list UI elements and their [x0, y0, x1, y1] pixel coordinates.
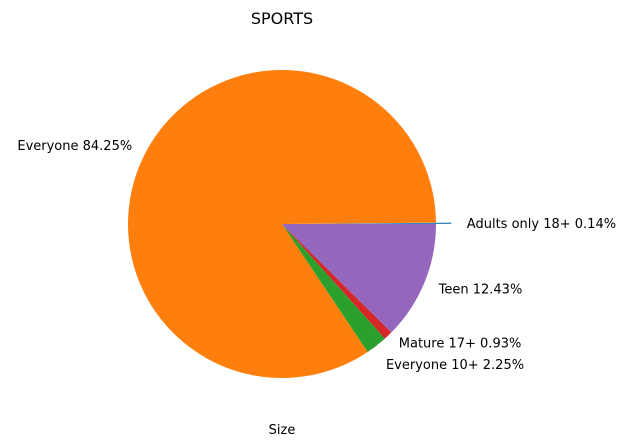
slice-label-mature-17: Mature 17+ 0.93%	[399, 337, 522, 352]
x-axis-label: Size	[269, 423, 296, 438]
pie-slice-everyone	[128, 70, 436, 379]
pie-slice-everyone-10	[282, 224, 385, 352]
pie-labels: Adults only 18+ 0.14% Everyone 84.25% Ever…	[17, 139, 616, 373]
slice-label-adults-only-18: Adults only 18+ 0.14%	[467, 217, 616, 232]
slice-label-everyone-10: Everyone 10+ 2.25%	[386, 358, 524, 373]
slice-label-teen: Teen 12.43%	[438, 282, 523, 297]
pie-slice-adults-only-18	[297, 222, 452, 224]
slice-label-everyone: Everyone 84.25%	[17, 139, 132, 154]
chart-title: SPORTS	[251, 9, 313, 28]
pie-slice-teen	[282, 224, 437, 333]
pie-slices	[128, 70, 452, 379]
pie-slice-mature-17	[282, 224, 392, 339]
